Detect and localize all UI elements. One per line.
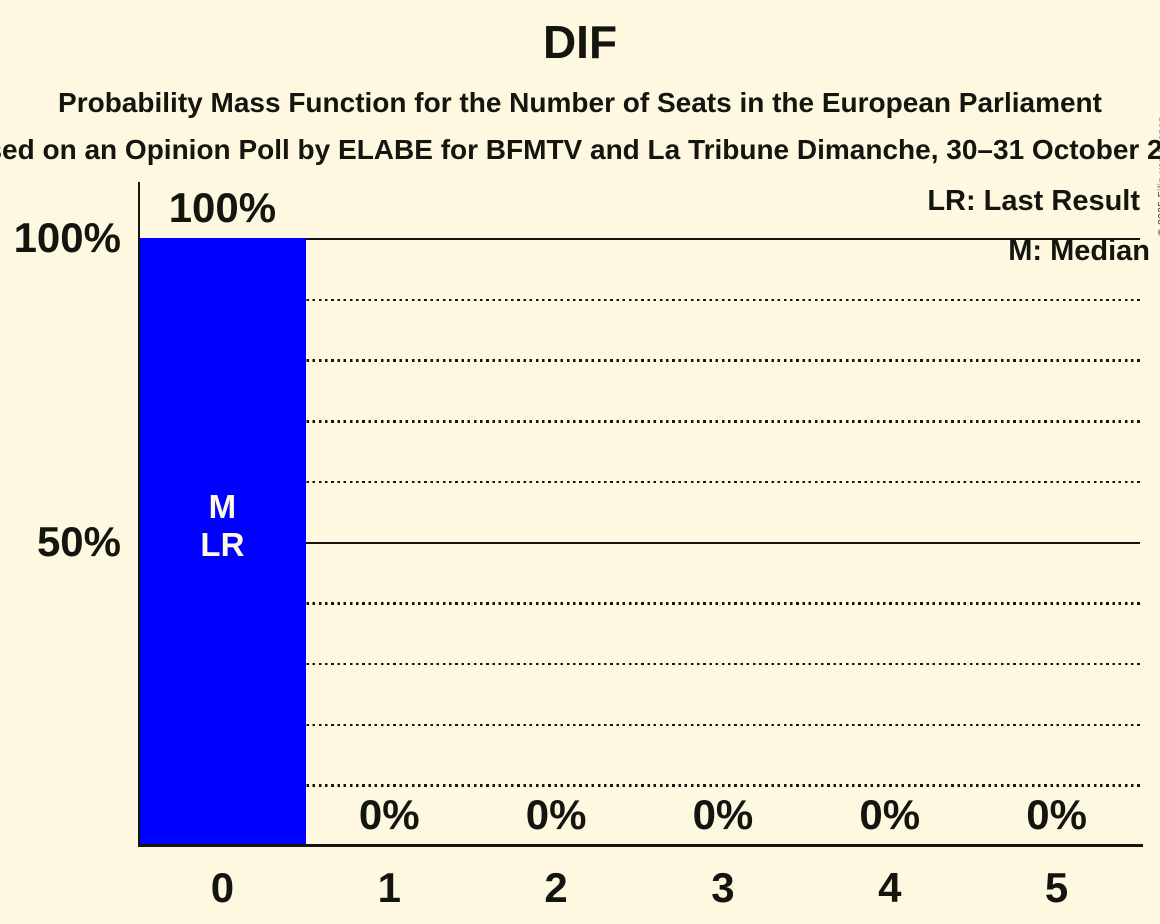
bar-value-label: 0% bbox=[358, 791, 420, 838]
bar-value-label: 100% bbox=[168, 184, 277, 231]
chart-subtitle: Probability Mass Function for the Number… bbox=[58, 87, 1102, 118]
gridline-solid-50pct bbox=[139, 541, 1140, 544]
bar-value-label: 0% bbox=[1026, 791, 1087, 838]
x-tick-label: 1 bbox=[377, 864, 401, 911]
gridline-dotted-70pct bbox=[139, 420, 1140, 423]
bar-seats-0 bbox=[139, 238, 306, 845]
y-axis-label-50pct: 50% bbox=[36, 517, 121, 565]
legend-median-label: M: Median bbox=[1008, 235, 1150, 267]
gridline-dotted-10pct bbox=[139, 784, 1140, 787]
x-tick-label: 4 bbox=[878, 864, 902, 911]
x-tick-label: 3 bbox=[711, 864, 735, 911]
legend-last-result-label: LR: Last Result bbox=[927, 185, 1140, 217]
page-title: DIF bbox=[542, 16, 618, 68]
bar-value-label: 0% bbox=[859, 791, 921, 838]
chart-source-line: Based on an Opinion Poll by ELABE for BF… bbox=[0, 134, 1160, 165]
gridline-dotted-90pct bbox=[139, 298, 1140, 302]
gridline-dotted-20pct bbox=[139, 723, 1140, 727]
x-tick-label: 5 bbox=[1044, 864, 1069, 911]
x-tick-label: 0 bbox=[210, 864, 235, 911]
y-axis-line bbox=[137, 182, 140, 847]
gridline-dotted-30pct bbox=[139, 662, 1140, 666]
gridline-solid-100pct bbox=[139, 238, 1140, 241]
bar-annotation-median-last-result: M LR bbox=[200, 488, 245, 563]
x-axis-line bbox=[137, 843, 1143, 847]
bar-value-label: 0% bbox=[692, 791, 754, 838]
gridline-dotted-60pct bbox=[139, 480, 1140, 484]
x-tick-label: 2 bbox=[544, 864, 568, 911]
bar-value-label: 0% bbox=[525, 791, 587, 838]
gridline-dotted-80pct bbox=[139, 359, 1140, 362]
gridline-dotted-40pct bbox=[139, 602, 1140, 605]
y-axis-label-100pct: 100% bbox=[13, 214, 121, 261]
